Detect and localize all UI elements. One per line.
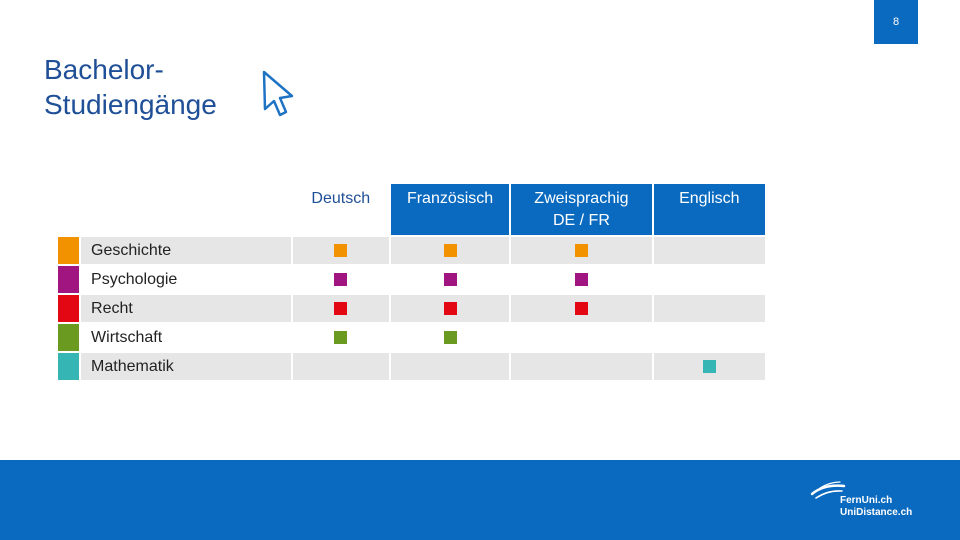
header-zweisprachig-line2: DE / FR — [552, 212, 610, 229]
table-row: Psychologie — [58, 266, 765, 293]
availability-marker-bi — [574, 301, 588, 315]
logo: FernUni.ch UniDistance.ch — [810, 480, 920, 522]
subject-label: Psychologie — [91, 270, 178, 288]
table-row: Geschichte — [58, 237, 765, 264]
subject-color-swatch — [58, 295, 80, 322]
header-englisch: Englisch — [653, 184, 765, 235]
page-title: Bachelor- Studiengänge — [44, 52, 217, 122]
subject-color-swatch — [58, 237, 80, 264]
availability-marker-fr — [443, 330, 457, 344]
subject-label: Mathematik — [81, 353, 291, 380]
table-row: Mathematik — [58, 353, 765, 380]
availability-marker-bi — [574, 243, 588, 257]
cursor-pointer-icon — [262, 70, 294, 117]
availability-marker-de — [334, 301, 348, 315]
header-franzoesisch: Französisch — [390, 184, 510, 235]
table-row: Wirtschaft — [58, 324, 765, 351]
page-title-line1: Bachelor- — [44, 54, 164, 85]
subject-color-swatch — [58, 324, 80, 351]
availability-marker-fr — [443, 301, 457, 315]
logo-swoosh-icon — [810, 481, 846, 499]
availability-marker-fr — [443, 272, 457, 286]
page-number-badge: 8 — [874, 0, 918, 44]
availability-marker-de — [334, 330, 348, 344]
table-header-row: Deutsch Französisch Zweisprachig DE / FR… — [58, 184, 765, 235]
availability-marker-de — [334, 243, 348, 257]
footer-bar — [0, 460, 960, 540]
subject-label: Wirtschaft — [91, 328, 163, 346]
availability-marker-de — [334, 272, 348, 286]
availability-marker-en — [702, 359, 716, 373]
logo-text-fernuni: FernUni.ch — [840, 495, 893, 506]
subject-label: Recht — [81, 295, 291, 322]
header-zweisprachig: Zweisprachig DE / FR — [511, 184, 652, 235]
study-programs-table: Deutsch Französisch Zweisprachig DE / FR… — [56, 182, 767, 382]
header-zweisprachig-line1: Zweisprachig — [534, 190, 629, 207]
header-deutsch: Deutsch — [311, 190, 371, 207]
logo-text-unidistance: UniDistance.ch — [840, 507, 913, 518]
subject-color-swatch — [58, 353, 80, 380]
availability-marker-fr — [443, 243, 457, 257]
table-row: Recht — [58, 295, 765, 322]
subject-label: Geschichte — [81, 237, 291, 264]
subject-color-swatch — [58, 266, 80, 293]
page-title-line2: Studiengänge — [44, 89, 217, 120]
availability-marker-bi — [574, 272, 588, 286]
page-number: 8 — [892, 16, 900, 28]
